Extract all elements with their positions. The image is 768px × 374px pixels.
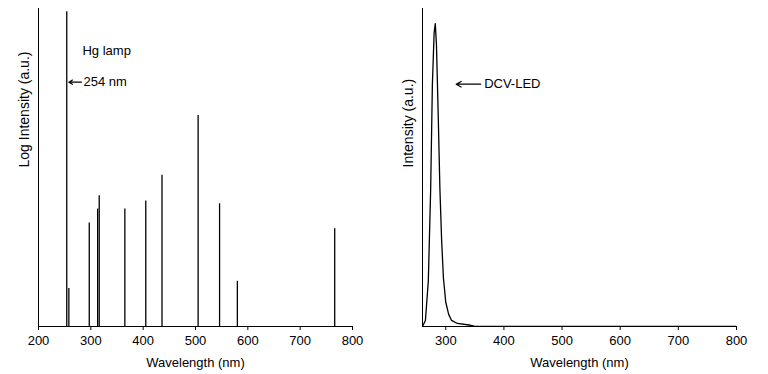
svg-text:254 nm: 254 nm (84, 74, 127, 89)
svg-text:Intensity (a.u.): Intensity (a.u.) (400, 79, 416, 168)
svg-text:600: 600 (237, 333, 259, 348)
svg-text:500: 500 (551, 333, 573, 348)
svg-text:400: 400 (132, 333, 154, 348)
svg-text:700: 700 (289, 333, 311, 348)
svg-text:200: 200 (28, 333, 50, 348)
svg-text:600: 600 (609, 333, 631, 348)
svg-text:Wavelength (nm): Wavelength (nm) (146, 355, 245, 370)
svg-text:Log Intensity (a.u.): Log Intensity (a.u.) (16, 52, 32, 168)
svg-text:300: 300 (80, 333, 102, 348)
svg-text:800: 800 (342, 333, 364, 348)
svg-text:Hg lamp: Hg lamp (82, 43, 130, 58)
svg-text:500: 500 (185, 333, 207, 348)
svg-text:DCV-LED: DCV-LED (484, 76, 540, 91)
svg-text:400: 400 (493, 333, 515, 348)
svg-text:800: 800 (726, 333, 748, 348)
svg-text:700: 700 (668, 333, 690, 348)
svg-text:300: 300 (435, 333, 457, 348)
svg-text:Wavelength (nm): Wavelength (nm) (530, 355, 629, 370)
